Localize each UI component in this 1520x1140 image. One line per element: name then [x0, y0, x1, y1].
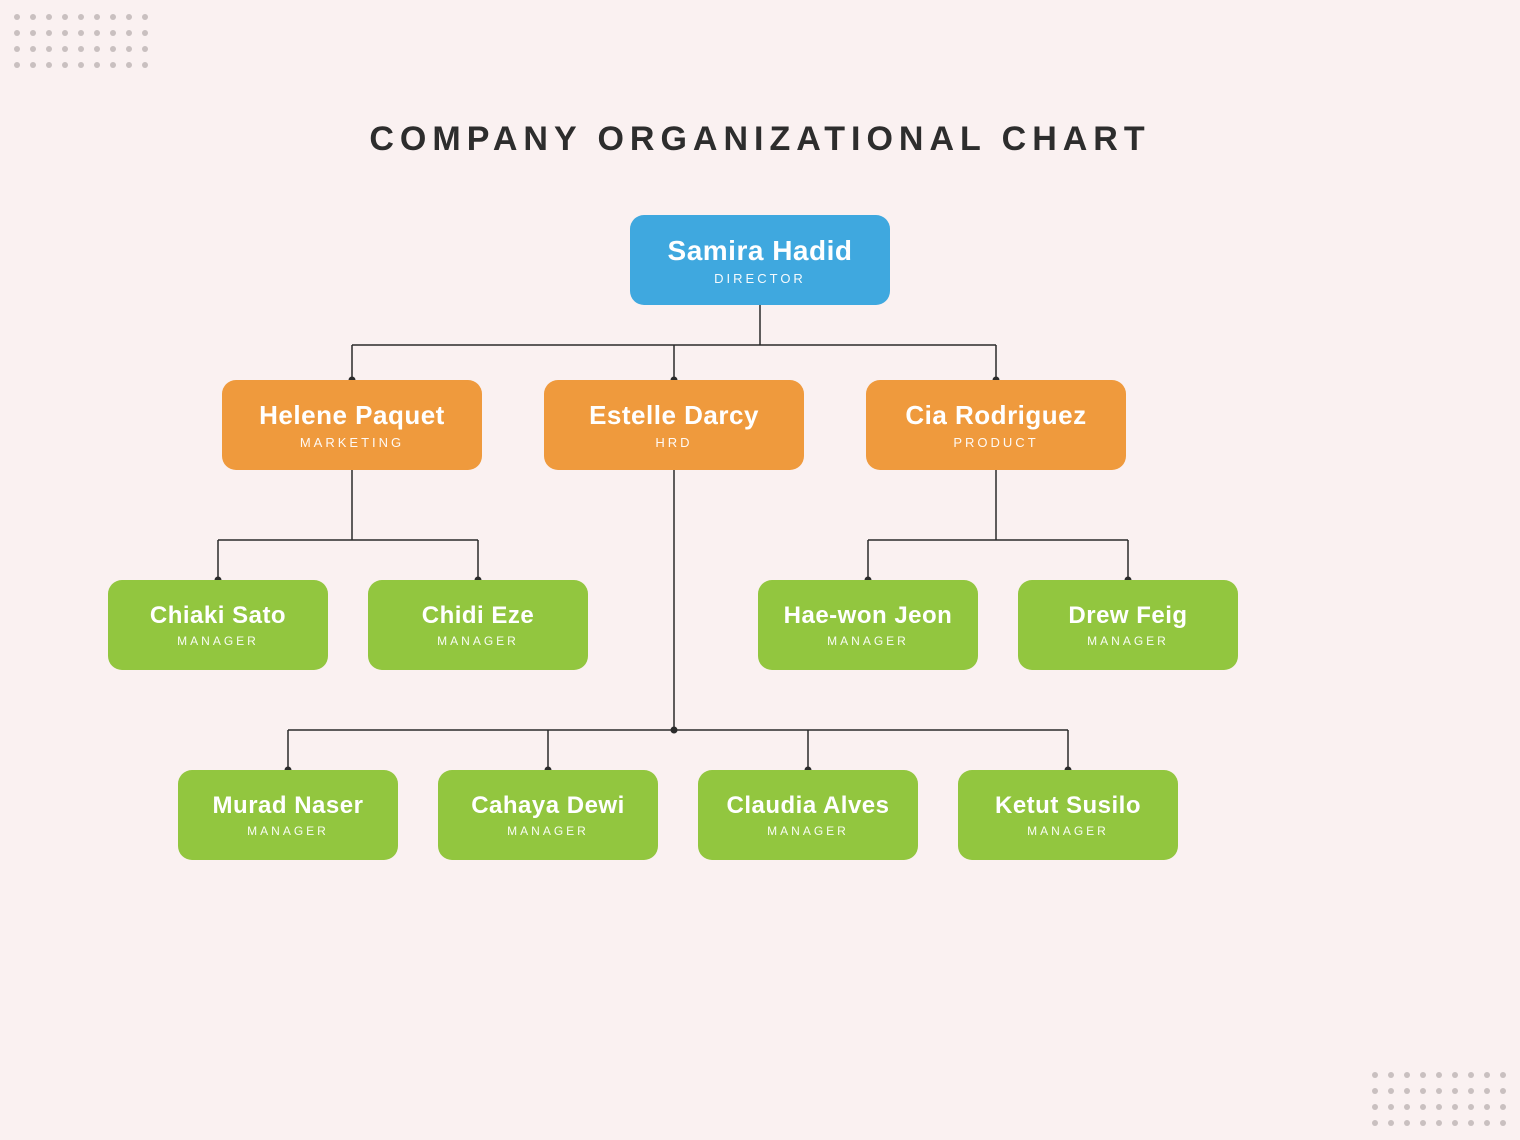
node-role: MANAGER [827, 634, 909, 648]
node-name: Hae-won Jeon [784, 602, 953, 630]
node-name: Helene Paquet [259, 400, 445, 431]
node-role: MANAGER [247, 824, 329, 838]
node-role: HRD [655, 435, 692, 450]
node-name: Cahaya Dewi [471, 792, 625, 820]
org-node-mgr7: Claudia Alves MANAGER [698, 770, 918, 860]
org-node-marketing: Helene Paquet MARKETING [222, 380, 482, 470]
node-name: Murad Naser [213, 792, 364, 820]
org-node-mgr3: Hae-won Jeon MANAGER [758, 580, 978, 670]
connector-lines [0, 0, 1520, 1140]
org-node-hrd: Estelle Darcy HRD [544, 380, 804, 470]
node-name: Claudia Alves [726, 792, 889, 820]
node-name: Ketut Susilo [995, 792, 1141, 820]
node-name: Drew Feig [1068, 602, 1187, 630]
node-name: Estelle Darcy [589, 400, 759, 431]
org-node-mgr2: Chidi Eze MANAGER [368, 580, 588, 670]
node-role: MANAGER [767, 824, 849, 838]
org-node-product: Cia Rodriguez PRODUCT [866, 380, 1126, 470]
node-name: Samira Hadid [668, 235, 853, 267]
org-node-mgr1: Chiaki Sato MANAGER [108, 580, 328, 670]
node-role: MANAGER [177, 634, 259, 648]
org-node-mgr6: Cahaya Dewi MANAGER [438, 770, 658, 860]
node-name: Chiaki Sato [150, 602, 286, 630]
org-node-mgr8: Ketut Susilo MANAGER [958, 770, 1178, 860]
org-chart-stage: Samira Hadid DIRECTOR Helene Paquet MARKETI… [0, 0, 1520, 1140]
org-node-mgr5: Murad Naser MANAGER [178, 770, 398, 860]
node-role: MANAGER [507, 824, 589, 838]
org-node-director: Samira Hadid DIRECTOR [630, 215, 890, 305]
node-role: MANAGER [437, 634, 519, 648]
node-role: MANAGER [1027, 824, 1109, 838]
node-role: MANAGER [1087, 634, 1169, 648]
node-name: Cia Rodriguez [905, 400, 1086, 431]
node-role: MARKETING [300, 435, 404, 450]
node-name: Chidi Eze [422, 602, 535, 630]
node-role: PRODUCT [953, 435, 1038, 450]
org-node-mgr4: Drew Feig MANAGER [1018, 580, 1238, 670]
node-role: DIRECTOR [714, 271, 806, 286]
